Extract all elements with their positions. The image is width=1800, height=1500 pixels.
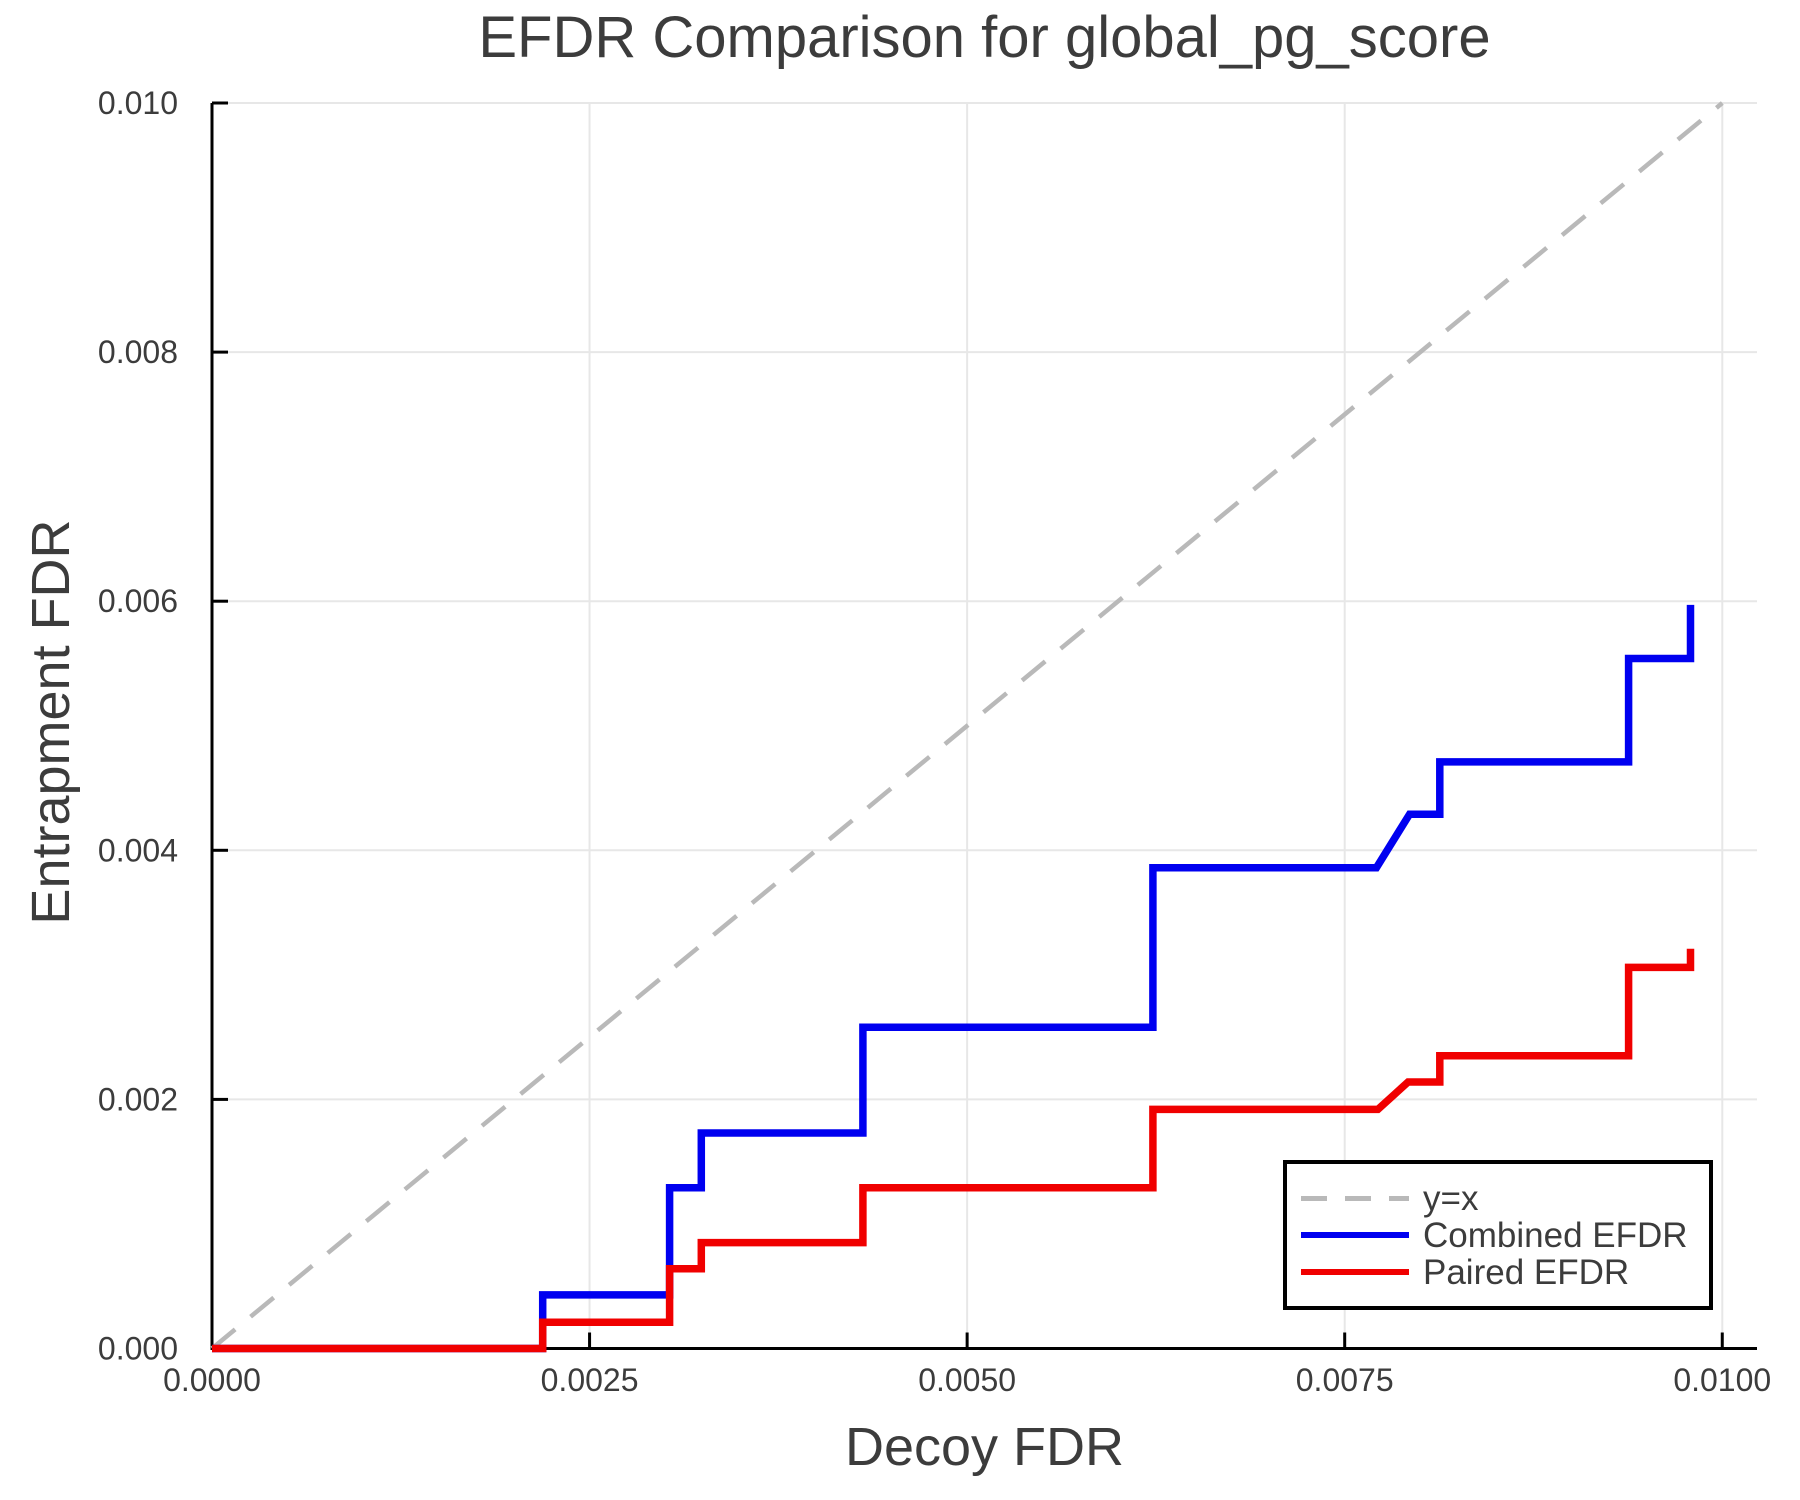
legend-item-y-equals-x: y=x [1301, 1180, 1709, 1217]
x-tick-label: 0.0025 [541, 1362, 639, 1398]
series-line-paired-efdr [212, 948, 1695, 1353]
series-line-y-equals-x [210, 101, 1724, 1351]
y-tick-label: 0.000 [98, 1331, 178, 1367]
y-tick-label: 0.008 [98, 334, 178, 370]
y-tick-label: 0.002 [98, 1081, 178, 1117]
legend-label-combined-efdr: Combined EFDR [1423, 1215, 1688, 1255]
y-tick-label: 0.004 [98, 832, 178, 868]
legend-line-sample-combined-efdr [1301, 1232, 1409, 1238]
chart-title: EFDR Comparison for global_pg_score [478, 5, 1491, 70]
x-tick-label: 0.0100 [1673, 1362, 1771, 1398]
y-tick-label: 0.010 [98, 85, 178, 121]
legend-label-y-equals-x: y=x [1423, 1178, 1479, 1218]
legend-item-combined-efdr: Combined EFDR [1301, 1217, 1709, 1254]
legend-label-paired-efdr: Paired EFDR [1423, 1252, 1630, 1292]
x-axis-label: Decoy FDR [844, 1417, 1125, 1477]
legend: y=x Combined EFDR Paired EFDR [1283, 1160, 1713, 1310]
y-tick-label: 0.006 [98, 583, 178, 619]
legend-item-paired-efdr: Paired EFDR [1301, 1254, 1709, 1291]
x-tick-label: 0.0000 [163, 1362, 261, 1398]
x-tick-label: 0.0075 [1296, 1362, 1394, 1398]
legend-line-sample-paired-efdr [1301, 1269, 1409, 1275]
x-tick-label: 0.0050 [918, 1362, 1016, 1398]
legend-line-sample-y-equals-x [1301, 1195, 1409, 1201]
